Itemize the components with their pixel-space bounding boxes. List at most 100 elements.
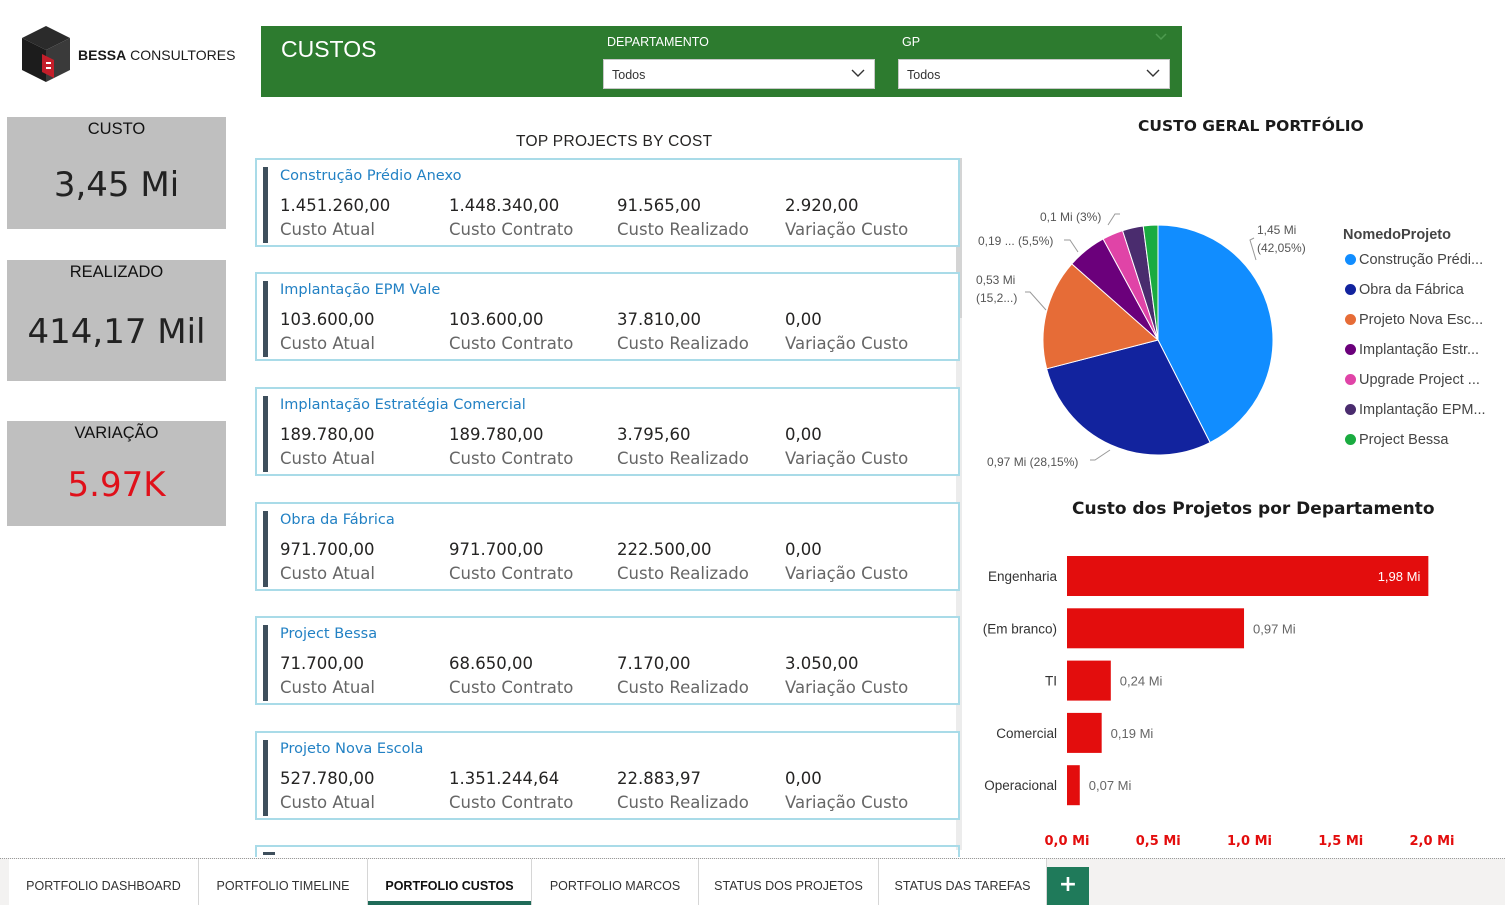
tab-portfolio-timeline[interactable]: PORTFOLIO TIMELINE (199, 859, 368, 905)
kpi-value: 3,45 Mi (53, 165, 180, 205)
project-contrato-value: 1.448.340,00 (449, 196, 560, 215)
tab-portfolio-marcos[interactable]: PORTFOLIO MARCOS (532, 859, 699, 905)
project-variacao-caption: Variação Custo (785, 449, 909, 468)
legend-label: Implantação EPM... (1359, 402, 1486, 418)
project-realizado-caption: Custo Realizado (617, 334, 749, 353)
project-name: Obra da Fábrica (280, 512, 395, 528)
chevron-down-icon (1155, 33, 1167, 41)
card-accent-bar (263, 625, 268, 701)
pie-leader-line (1249, 237, 1257, 261)
pie-leader-line (1090, 449, 1111, 461)
chevron-down-icon (1146, 69, 1160, 77)
project-atual-value: 71.700,00 (280, 654, 364, 673)
project-realizado-value: 222.500,00 (617, 540, 712, 559)
project-card[interactable]: Implantação EPM Vale 103.600,00 Custo Atua… (255, 272, 960, 361)
project-atual-value: 1.451.260,00 (280, 196, 391, 215)
legend-label: Obra da Fábrica (1359, 282, 1464, 298)
project-contrato-caption: Custo Contrato (449, 793, 574, 812)
legend-item[interactable]: Project Bessa (1345, 432, 1448, 448)
card-accent-bar (263, 167, 268, 243)
card-accent-bar (263, 396, 268, 472)
project-atual-caption: Custo Atual (280, 564, 376, 583)
tab-status-das-tarefas[interactable]: STATUS DAS TAREFAS (879, 859, 1047, 905)
bar-chart-title: Custo dos Projetos por Departamento (1072, 499, 1435, 519)
tab-portfolio-dashboard[interactable]: PORTFOLIO DASHBOARD (9, 859, 199, 905)
pie-slice[interactable] (1157, 224, 1274, 444)
legend-title: NomedoProjeto (1343, 227, 1451, 243)
project-card[interactable]: Projeto Nova Escola 527.780,00 Custo Atual… (255, 731, 960, 820)
kpi-value: 414,17 Mil (27, 312, 206, 352)
bar-category-label: Engenharia (988, 569, 1058, 584)
legend-item[interactable]: Obra da Fábrica (1345, 282, 1464, 298)
project-card[interactable]: Construção Prédio Anexo 1.451.260,00 Custo… (255, 158, 960, 247)
legend-item[interactable]: Implantação Estr... (1345, 342, 1479, 358)
pie-slice[interactable] (1042, 263, 1160, 370)
bar-category-label: Operacional (984, 778, 1057, 793)
project-variacao-value: 3.050,00 (785, 654, 859, 673)
pie-label-upgrade: 0,1 Mi (3%) (1040, 210, 1102, 224)
bar[interactable] (1067, 660, 1111, 701)
legend-item[interactable]: Upgrade Project ... (1345, 372, 1480, 388)
project-realizado-value: 22.883,97 (617, 769, 701, 788)
brand-name: BESSA CONSULTORES (78, 47, 236, 63)
project-card[interactable]: Implantação Estratégia Comercial 189.780,… (255, 387, 960, 476)
project-card[interactable]: Project Bessa 71.700,00 Custo Atual 68.650,… (255, 616, 960, 705)
legend-label: Construção Prédi... (1359, 252, 1484, 268)
tab-portfolio-custos[interactable]: PORTFOLIO CUSTOS (368, 859, 532, 905)
legend-item[interactable]: Projeto Nova Esc... (1345, 312, 1483, 328)
pie-label-obra: 0,97 Mi (28,15%) (987, 455, 1079, 469)
project-name: Implantação EPM Vale (280, 282, 441, 298)
project-variacao-caption: Variação Custo (785, 564, 909, 583)
card-accent-bar (263, 281, 268, 357)
legend-item[interactable]: Construção Prédi... (1345, 252, 1483, 268)
pie-chart[interactable] (960, 200, 1340, 480)
project-name: Projeto Nova Escola (280, 741, 424, 757)
legend-dot-icon (1345, 314, 1356, 325)
bar[interactable] (1067, 765, 1080, 806)
page-title: CUSTOS (281, 36, 377, 62)
cube-logo-icon (22, 26, 70, 82)
x-axis-tick-label: 0,5 Mi (1136, 834, 1181, 849)
kpi-label: VARIAÇÃO (74, 424, 159, 442)
project-realizado-value: 37.810,00 (617, 310, 701, 329)
pie-label-estrategia: 0,19 ... (5,5%) (978, 234, 1054, 248)
bar[interactable] (1067, 712, 1102, 753)
bar-data-label: 0,07 Mi (1089, 778, 1132, 793)
kpi-label: REALIZADO (69, 263, 164, 281)
tab-status-dos-projetos[interactable]: STATUS DOS PROJETOS (699, 859, 879, 905)
slicer-label-gp: GP (902, 35, 921, 49)
project-variacao-value: 0,00 (785, 769, 822, 788)
pie-slice[interactable] (1142, 224, 1159, 341)
add-page-button[interactable]: + (1047, 867, 1089, 905)
project-realizado-value: 7.170,00 (617, 654, 691, 673)
card-accent-bar (263, 511, 268, 587)
project-atual-value: 971.700,00 (280, 540, 375, 559)
legend-item[interactable]: Implantação EPM... (1345, 402, 1486, 418)
slicer-dropdown-departamento[interactable]: Todos (603, 59, 875, 89)
bar[interactable] (1067, 556, 1429, 596)
project-card[interactable]: Obra da Fábrica 971.700,00 Custo Atual 971.… (255, 502, 960, 591)
pie-slice[interactable] (1046, 339, 1211, 456)
x-axis-tick-label: 1,5 Mi (1318, 834, 1363, 849)
project-realizado-caption: Custo Realizado (617, 793, 749, 812)
bar-category-label: (Em branco) (983, 621, 1057, 636)
project-realizado-caption: Custo Realizado (617, 678, 749, 697)
project-variacao-value: 0,00 (785, 540, 822, 559)
x-axis-tick-label: 1,0 Mi (1227, 834, 1272, 849)
project-variacao-caption: Variação Custo (785, 678, 909, 697)
pie-leader-line (1025, 291, 1047, 311)
bar-chart[interactable]: Engenharia 1,98 Mi (Em branco) 0,97 Mi TI 0,2… (970, 540, 1490, 858)
project-realizado-caption: Custo Realizado (617, 564, 749, 583)
slicer-dropdown-gp[interactable]: Todos (898, 59, 1170, 89)
bar-data-label: 1,98 Mi (1378, 569, 1421, 584)
bar[interactable] (1067, 608, 1245, 649)
project-contrato-caption: Custo Contrato (449, 334, 574, 353)
project-atual-caption: Custo Atual (280, 793, 376, 812)
project-realizado-value: 91.565,00 (617, 196, 701, 215)
header-band: CUSTOS DEPARTAMENTO Todos GP Todos (261, 26, 1182, 97)
project-realizado-caption: Custo Realizado (617, 449, 749, 468)
kpi-card-realizado: REALIZADO 414,17 Mil (7, 260, 226, 381)
project-contrato-caption: Custo Contrato (449, 564, 574, 583)
card-accent-bar (263, 740, 268, 816)
slicer-label-departamento: DEPARTAMENTO (607, 35, 709, 49)
